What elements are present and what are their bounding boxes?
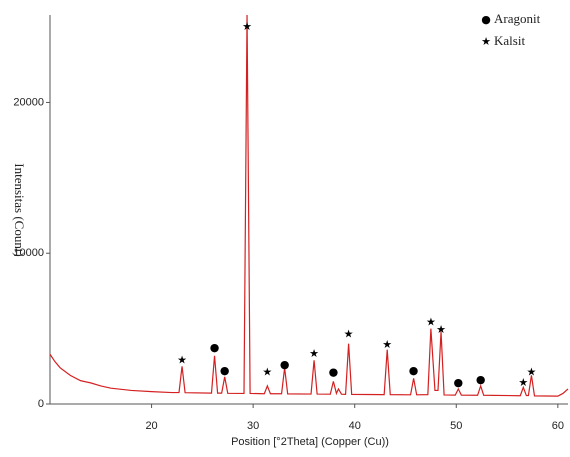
y-axis-label: Intensitas (Count) xyxy=(12,163,27,257)
legend-symbol: ● xyxy=(481,13,491,26)
x-tick-label: 30 xyxy=(247,420,259,432)
legend-symbol: ★ xyxy=(481,35,491,48)
peak-marker: ★ xyxy=(436,323,446,336)
x-tick-label: 40 xyxy=(349,420,361,432)
peak-marker: ★ xyxy=(309,347,319,360)
peak-marker: ● xyxy=(210,341,220,354)
x-tick-label: 20 xyxy=(145,420,157,432)
y-tick-label: 0 xyxy=(38,398,44,410)
x-tick-label: 60 xyxy=(552,420,564,432)
y-tick-label: 20000 xyxy=(13,96,44,108)
peak-marker: ★ xyxy=(242,20,252,33)
data-line xyxy=(49,14,569,397)
peak-marker: ● xyxy=(409,364,419,377)
legend-label: Kalsit xyxy=(494,33,525,48)
y-tick-label: 10000 xyxy=(13,247,44,259)
peak-marker: ★ xyxy=(344,328,354,341)
peak-marker: ★ xyxy=(518,376,528,389)
peak-marker: ★ xyxy=(426,316,436,329)
peak-marker: ● xyxy=(476,373,486,386)
peak-marker: ● xyxy=(280,358,290,371)
peak-marker: ● xyxy=(454,376,464,389)
peak-marker: ● xyxy=(329,365,339,378)
legend-label: Aragonit xyxy=(494,11,541,26)
peak-marker: ★ xyxy=(382,338,392,351)
x-tick-label: 50 xyxy=(450,420,462,432)
peak-marker: ★ xyxy=(177,353,187,366)
peak-marker: ★ xyxy=(262,365,272,378)
peak-marker: ● xyxy=(220,364,230,377)
x-axis-label: Position [°2Theta] (Copper (Cu)) xyxy=(231,436,389,448)
peak-marker: ★ xyxy=(526,365,536,378)
